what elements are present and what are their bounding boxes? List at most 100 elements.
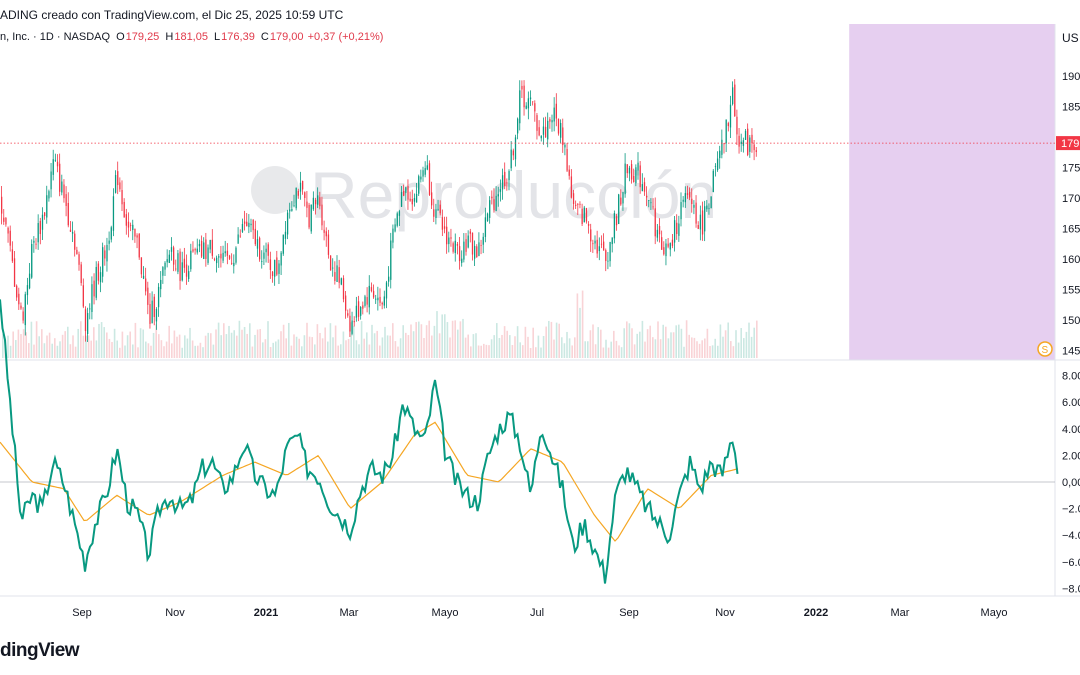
candle-body [207, 247, 209, 263]
candle-body [379, 296, 381, 303]
volume-bar [236, 335, 238, 358]
volume-bar [233, 330, 235, 358]
volume-bar [262, 342, 264, 358]
candle-body [527, 98, 530, 109]
candle-body [147, 287, 149, 305]
candle-body [596, 239, 598, 254]
volume-bar [555, 322, 558, 358]
volume-bar [587, 341, 589, 358]
volume-bar [347, 339, 350, 358]
low-value: 176,39 [221, 31, 255, 43]
candle-body [196, 248, 198, 253]
volume-bar [444, 314, 446, 358]
candle-body [87, 313, 89, 335]
candle-body [310, 204, 312, 232]
candle-body [267, 244, 269, 256]
candle-body [495, 195, 497, 211]
candle-body [46, 195, 48, 218]
time-tick-label: Mar [891, 607, 910, 619]
volume-bar [496, 323, 498, 358]
volume-bar [418, 321, 420, 358]
volume-bar [623, 328, 625, 358]
volume-bar [750, 336, 753, 358]
candle-body [624, 163, 626, 195]
volume-bar [9, 345, 12, 358]
candle-body [433, 209, 435, 217]
candle-body [682, 199, 684, 202]
price-tick-label: 150 [1062, 315, 1080, 327]
candle-body [44, 212, 46, 217]
candle-body [486, 213, 489, 222]
volume-bar [379, 345, 381, 358]
candle-body [218, 256, 220, 258]
candle-body [351, 320, 353, 334]
candle-body [555, 103, 557, 119]
volume-bar [678, 324, 680, 358]
volume-bar [176, 336, 178, 358]
volume-bar [633, 344, 636, 358]
candle-body [145, 278, 147, 292]
volume-bar [540, 347, 542, 358]
volume-bar [334, 325, 337, 358]
volume-bar [727, 322, 729, 358]
candle-body [648, 200, 650, 201]
volume-bar [641, 320, 644, 358]
candle-body [67, 202, 69, 226]
candle-body [39, 220, 41, 235]
candle-body [534, 103, 536, 112]
volume-bar [711, 345, 714, 358]
volume-bar [189, 327, 191, 358]
volume-bar [225, 334, 228, 358]
volume-bar [371, 324, 373, 358]
candle-body [751, 134, 753, 144]
last-price-badge [1056, 136, 1080, 151]
volume-bar [12, 331, 14, 358]
candle-body [607, 260, 609, 262]
time-tick-label: Mar [340, 607, 359, 619]
candle-body [613, 213, 616, 239]
volume-bar [207, 332, 209, 358]
volume-bar [373, 333, 376, 358]
time-tick-label: Mayo [981, 607, 1008, 619]
volume-bar [220, 335, 222, 358]
candle-body [345, 295, 347, 311]
volume-bar [59, 341, 61, 358]
volume-bar [553, 339, 555, 358]
candle-body [519, 90, 521, 124]
candle-body [467, 235, 469, 248]
candle-body [336, 265, 338, 283]
candle-body [600, 243, 603, 245]
volume-bar [314, 344, 316, 358]
volume-bar [514, 336, 516, 358]
volume-bar [698, 343, 701, 358]
candle-body [360, 307, 362, 316]
candle-body [512, 150, 514, 156]
volume-bar [532, 327, 534, 358]
candle-body [97, 263, 100, 281]
candle-body [476, 246, 478, 258]
candle-body [508, 171, 510, 181]
candle-body [314, 199, 317, 205]
volume-bar [516, 326, 519, 358]
volume-bar [280, 331, 282, 358]
candle-body [198, 243, 201, 247]
candle-body [465, 239, 467, 252]
candle-body [426, 165, 428, 170]
candle-body [13, 258, 16, 287]
volume-bar [321, 338, 324, 358]
volume-bar [293, 334, 295, 358]
volume-bar [100, 322, 103, 358]
candle-body [323, 229, 325, 233]
candle-body [538, 127, 540, 136]
candle-body [302, 180, 304, 190]
volume-bar [108, 338, 111, 358]
volume-bar [137, 347, 139, 358]
candle-body [693, 204, 695, 208]
volume-bar [397, 346, 399, 358]
close-value: 179,00 [269, 31, 304, 43]
candle-body [443, 226, 446, 229]
candle-body [521, 85, 523, 90]
open-value: 179,25 [125, 31, 160, 43]
candle-body [220, 253, 222, 259]
